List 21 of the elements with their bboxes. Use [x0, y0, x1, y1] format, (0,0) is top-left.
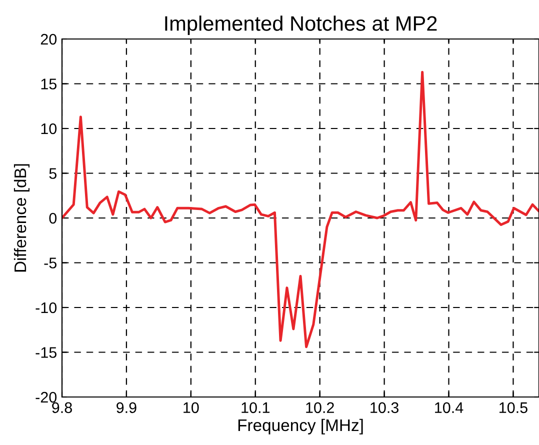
x-tick-label: 10.4	[435, 402, 464, 414]
x-tick-label: 10.3	[370, 402, 398, 414]
chart-title: Implemented Notches at MP2	[165, 16, 437, 35]
y-axis-title: Difference [dB]	[14, 164, 30, 272]
y-tick-label: -5	[44, 258, 56, 268]
x-tick-label: 10.2	[306, 402, 334, 414]
y-tick-label: 15	[41, 78, 56, 90]
x-tick-label: 10.5	[500, 402, 528, 414]
x-tick-label: 9.8	[52, 402, 72, 414]
y-tick-label: -15	[36, 347, 56, 358]
line-series	[62, 70, 539, 348]
y-tick-label: -10	[36, 302, 57, 314]
y-tick-label: 20	[40, 34, 57, 45]
x-axis-title: Frequency [MHz]	[238, 418, 363, 434]
y-tick-label: 10	[41, 123, 57, 134]
y-tick-label: 0	[49, 212, 57, 224]
y-tick-label: 5	[49, 168, 56, 179]
x-tick-label: 10	[184, 402, 199, 414]
x-tick-label: 9.9	[116, 402, 136, 414]
y-tick-label: -20	[36, 392, 57, 403]
x-tick-label: 10.1	[242, 402, 270, 414]
